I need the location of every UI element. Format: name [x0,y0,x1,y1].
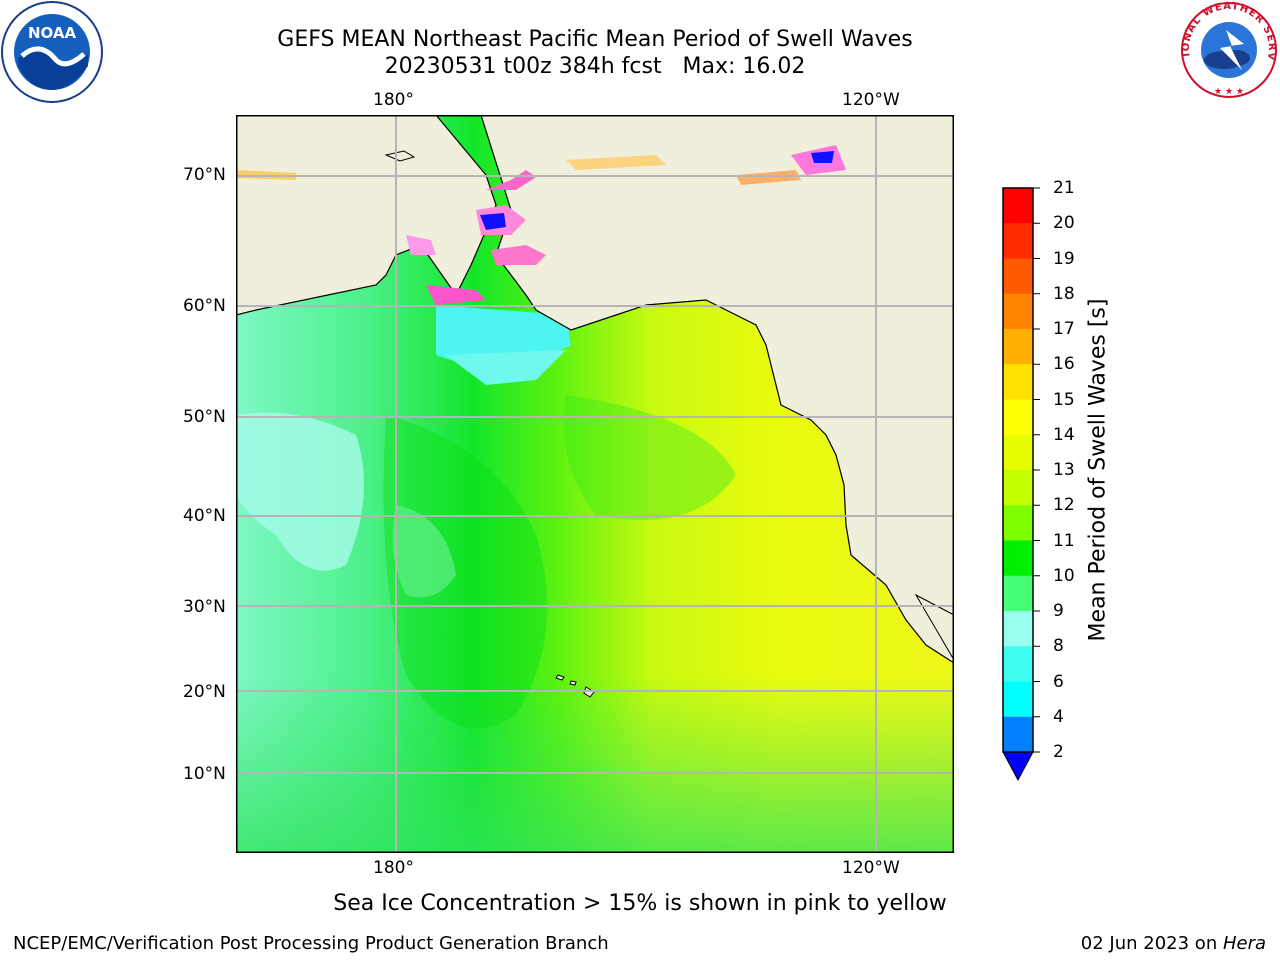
footer-credit: NCEP/EMC/Verification Post Processing Pr… [13,933,609,954]
colorbar-label: 8 [1053,636,1064,657]
bering-sea-cyan [446,350,566,385]
sea-ice [426,285,486,305]
lon-label-bottom-120w: 120°W [842,858,900,878]
lat-label-40n: 40°N [183,506,226,526]
footer-machine: Hera [1222,933,1266,954]
svg-text:★ ★ ★: ★ ★ ★ [1214,87,1244,97]
colorbar-swatch [1003,364,1033,400]
tropical-field [236,675,954,853]
long-period-patch [392,505,456,598]
colorbar-label: 14 [1053,424,1075,445]
sea-ice-core [480,213,506,230]
siberia-land [236,115,497,316]
colorbar-swatch [1003,399,1033,436]
colorbar-label: 6 [1053,671,1064,692]
colorbar-label: 16 [1053,354,1075,375]
sea-ice [566,155,666,170]
green-band [564,395,736,520]
colorbar-swatch [1003,188,1033,224]
colorbar-swatch [1003,329,1033,365]
colorbar-swatches [1003,188,1033,753]
chart-subtitle: 20230531 t00z 384h fcst Max: 16.02 [384,54,806,79]
colorbar-extend-triangle [1002,751,1034,782]
colorbar-label: 12 [1053,495,1075,516]
colorbar-label: 9 [1053,601,1064,621]
lat-label-70n: 70°N [183,165,226,185]
colorbar-title: Mean Period of Swell Waves [s] [1085,298,1111,642]
chart-title: GEFS MEAN Northeast Pacific Mean Period … [277,27,913,52]
colorbar-label: 21 [1053,178,1075,198]
noaa-logo-icon: NOAA [1,1,103,103]
green-band [383,415,548,729]
lat-label-30n: 30°N [183,597,226,617]
sea-ice [736,170,801,185]
colorbar-swatch [1003,540,1033,577]
sea-ice-note: Sea Ice Concentration > 15% is shown in … [333,891,947,916]
sea-ice [406,235,436,255]
colorbar-label: 4 [1053,706,1064,727]
lon-label-top-120w: 120°W [842,90,900,110]
colorbar-swatch [1003,575,1033,612]
colorbar-label: 17 [1053,319,1075,339]
lat-label-50n: 50°N [183,407,226,427]
lon-label-top-180: 180° [373,90,414,110]
colorbar-swatch [1003,293,1033,330]
colorbar-label: 11 [1053,530,1075,551]
lat-label-20n: 20°N [183,682,226,702]
colorbar-label: 15 [1053,389,1075,410]
colorbar-label: 2 [1053,742,1064,762]
colorbar-swatch [1003,223,1033,259]
colorbar-swatch [1003,505,1033,541]
colorbar-label: 13 [1053,460,1075,480]
colorbar-label: 19 [1053,248,1075,269]
lat-label-60n: 60°N [183,296,226,316]
colorbar-ticks [1033,187,1040,753]
noaa-logo-text: NOAA [28,24,77,42]
graticule [236,115,954,853]
lon-label-bottom-180: 180° [373,858,414,878]
colorbar-label: 10 [1053,565,1075,586]
colorbar-swatch [1003,646,1033,682]
colorbar-swatch [1003,681,1033,718]
colorbar-swatch [1003,611,1033,647]
footer-date-text: 02 Jun 2023 on [1080,933,1223,954]
colorbar-swatch [1003,258,1033,295]
colorbar-label: 20 [1053,213,1075,234]
colorbar-swatch [1003,470,1033,506]
swell-period-map [236,115,954,853]
lat-label-10n: 10°N [183,764,226,784]
footer-date: 02 Jun 2023 on Hera [1081,933,1266,954]
sea-ice-core [811,151,834,163]
colorbar-label: 18 [1053,283,1075,304]
north-america-land [480,115,954,664]
colorbar [1002,187,1040,782]
sea-ice [491,245,546,265]
colorbar-swatch [1003,434,1033,471]
nws-logo-icon: NATIONAL WEATHER SERVICE ★ ★ ★ [1178,0,1277,98]
long-period-patch [236,412,364,571]
colorbar-swatch [1003,716,1033,753]
map-border [236,115,954,853]
